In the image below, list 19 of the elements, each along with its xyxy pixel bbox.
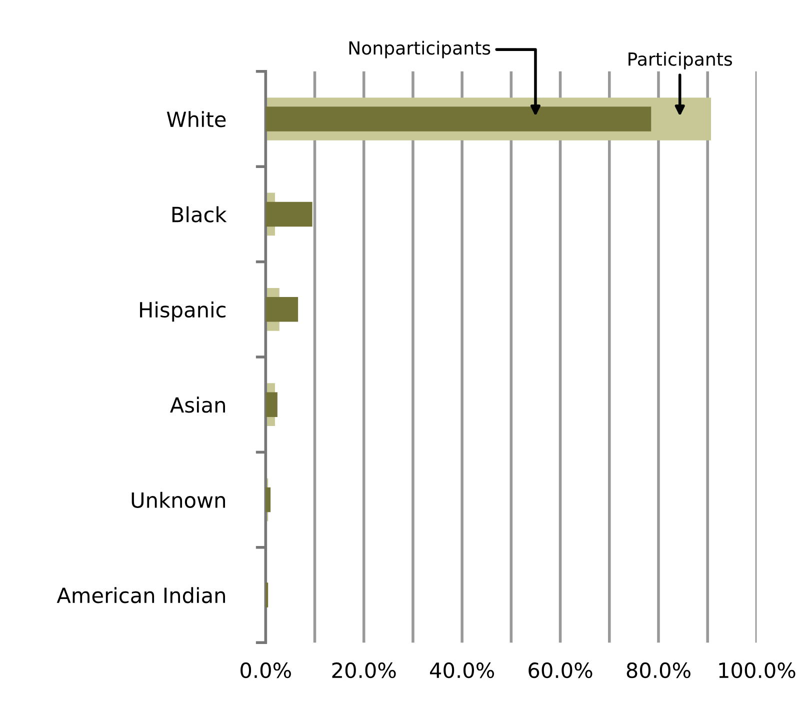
x-tick-label: 60.0% <box>528 662 592 678</box>
y-tick-label: Black <box>172 206 227 222</box>
bar <box>266 202 312 227</box>
series-label: Participants <box>628 52 732 70</box>
bar <box>266 106 652 132</box>
y-tick-label: Unknown <box>132 492 225 508</box>
x-tick-label: 20.0% <box>332 662 396 678</box>
y-tick-label: American Indian <box>56 587 225 604</box>
text: Nonparticipants <box>349 40 490 58</box>
x-tick-label: 80.0% <box>626 662 690 678</box>
y-tick-label: White <box>166 111 226 128</box>
x-tick-label: 100.0% <box>719 662 796 678</box>
bar <box>266 487 271 512</box>
y-tick-label: Asian <box>170 396 225 413</box>
bar <box>266 297 298 322</box>
x-tick-label: 0.0% <box>240 662 291 678</box>
y-tick-label: Hispanic <box>140 301 226 322</box>
bar <box>266 392 278 417</box>
x-tick-label: 40.0% <box>430 662 494 678</box>
